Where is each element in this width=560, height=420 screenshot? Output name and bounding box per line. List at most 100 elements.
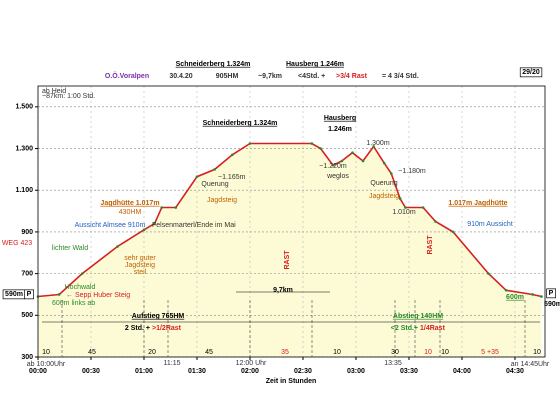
annotation: ~1.180m [398, 168, 426, 175]
annotation: Jagdsteig [125, 262, 155, 269]
annotation: 35 [281, 349, 289, 356]
annotation: 600m links ab [52, 300, 95, 307]
annotation: 10 [441, 349, 449, 356]
annotation: Jagdhütte 1.017m [100, 200, 159, 207]
x-tick-label: 03:30 [400, 368, 418, 375]
y-tick-label: 1.100 [15, 187, 33, 194]
y-tick-label: 1.500 [15, 104, 33, 111]
waypoint [174, 206, 178, 209]
waypoint [116, 245, 119, 248]
annotation: 20 [148, 349, 156, 356]
annotation: O.Ö.Voralpen [105, 71, 149, 80]
annotation: 10 [333, 349, 341, 356]
annotation: P [549, 290, 554, 297]
annotation: 1/4Rast [420, 325, 446, 332]
waypoint [540, 295, 543, 298]
y-tick-label: 1.300 [15, 145, 33, 152]
annotation: ab 10:00Uhr [27, 361, 66, 368]
waypoint [195, 175, 199, 178]
annotation: 590m [5, 291, 23, 298]
waypoint [487, 272, 490, 275]
y-tick-label: 900 [21, 229, 33, 236]
annotation: 1.246m [328, 126, 352, 133]
waypoint [372, 145, 375, 148]
annotation: <4Std. + [298, 73, 325, 80]
annotation: 30.4.20 [169, 73, 192, 80]
annotation: 12:00 Uhr [236, 360, 267, 367]
annotation: 2 Std. + [125, 325, 150, 332]
waypoint [331, 163, 335, 167]
x-tick-label: 01:30 [188, 368, 206, 375]
waypoint [451, 230, 455, 234]
annotation: 1.010m [392, 209, 416, 216]
annotation: an 14:45Uhr [511, 361, 550, 368]
waypoint [340, 159, 344, 163]
annotation: 430HM [119, 209, 142, 216]
annotation: ~87km: 1:00 Std. [42, 93, 95, 100]
label-box [24, 289, 35, 300]
waypoint [153, 222, 156, 225]
annotation: 45 [205, 349, 213, 356]
annotation: 45 [88, 349, 96, 356]
annotation: 1.300m [366, 140, 390, 147]
y-tick-label: 500 [21, 312, 33, 319]
annotation: Felsenmarterl/Ende im Mai [152, 222, 236, 229]
annotation: weglos [326, 173, 349, 180]
waypoint [398, 197, 402, 200]
annotation: ← Sepp Huber Steig [66, 292, 130, 299]
annotation: 1.017m Jagdhütte [448, 200, 507, 207]
y-tick-label: 300 [21, 354, 33, 361]
waypoint [421, 206, 425, 209]
annotation: <2 Std.+ [391, 325, 418, 332]
annotation: 30 [391, 349, 399, 356]
label-box [546, 288, 557, 299]
waypoint [248, 142, 252, 145]
area-fill [38, 143, 542, 357]
annotation: sehr guter [124, 255, 156, 262]
annotation: Jagdsteig [207, 197, 237, 204]
annotation: 29/20 [522, 69, 540, 76]
waypoint [57, 293, 61, 296]
annotation: Hausberg [324, 115, 356, 122]
annotation: 600m [506, 294, 524, 301]
annotation: >1/2Rast [152, 325, 182, 332]
x-tick-label: 03:00 [347, 368, 365, 375]
x-tick-label: 00:00 [29, 368, 47, 375]
annotation: Hausberg 1.246m [286, 61, 344, 68]
annotation: Schneiderberg 1.324m [176, 61, 251, 68]
waypoint [531, 293, 534, 296]
annotation: lichter Wald [52, 245, 88, 252]
annotation: >3/4 Rast [336, 73, 368, 80]
annotation: Schneiderberg 1.324m [203, 120, 278, 127]
x-tick-label: 02:00 [241, 368, 259, 375]
annotation: RAST [427, 235, 434, 255]
annotation: 905HM [216, 73, 239, 80]
annotation: 10 [533, 349, 541, 356]
annotation: 11:15 [164, 360, 181, 367]
waypoint [404, 206, 407, 209]
annotation: RAST [284, 250, 291, 270]
waypoint [390, 172, 393, 175]
annotation: Querung [201, 181, 228, 188]
waypoint [504, 288, 508, 292]
annotation: Aufstieg 765HM [132, 313, 185, 320]
annotation: Abstieg 140HM [393, 313, 443, 320]
annotation: 10 [424, 349, 432, 356]
annotation: = 4 3/4 Std. [382, 73, 419, 80]
waypoint [231, 153, 234, 157]
profile-line [37, 142, 542, 298]
x-axis-label: Zeit in Stunden [266, 378, 317, 385]
annotation: P [27, 291, 32, 298]
x-tick-label: 02:30 [294, 368, 312, 375]
annotation: 590m [544, 301, 560, 308]
annotation: ~9,7km [258, 73, 282, 80]
annotation: Jagdsteig [369, 193, 399, 200]
y-tick-label: 700 [21, 270, 33, 277]
waypoint [361, 159, 365, 163]
annotation: steil [134, 269, 147, 276]
x-tick-label: 00:30 [82, 368, 100, 375]
annotation: Aussicht Almsee 910m [75, 222, 146, 229]
waypoint [319, 147, 322, 150]
annotation: Hochwald [65, 284, 96, 291]
